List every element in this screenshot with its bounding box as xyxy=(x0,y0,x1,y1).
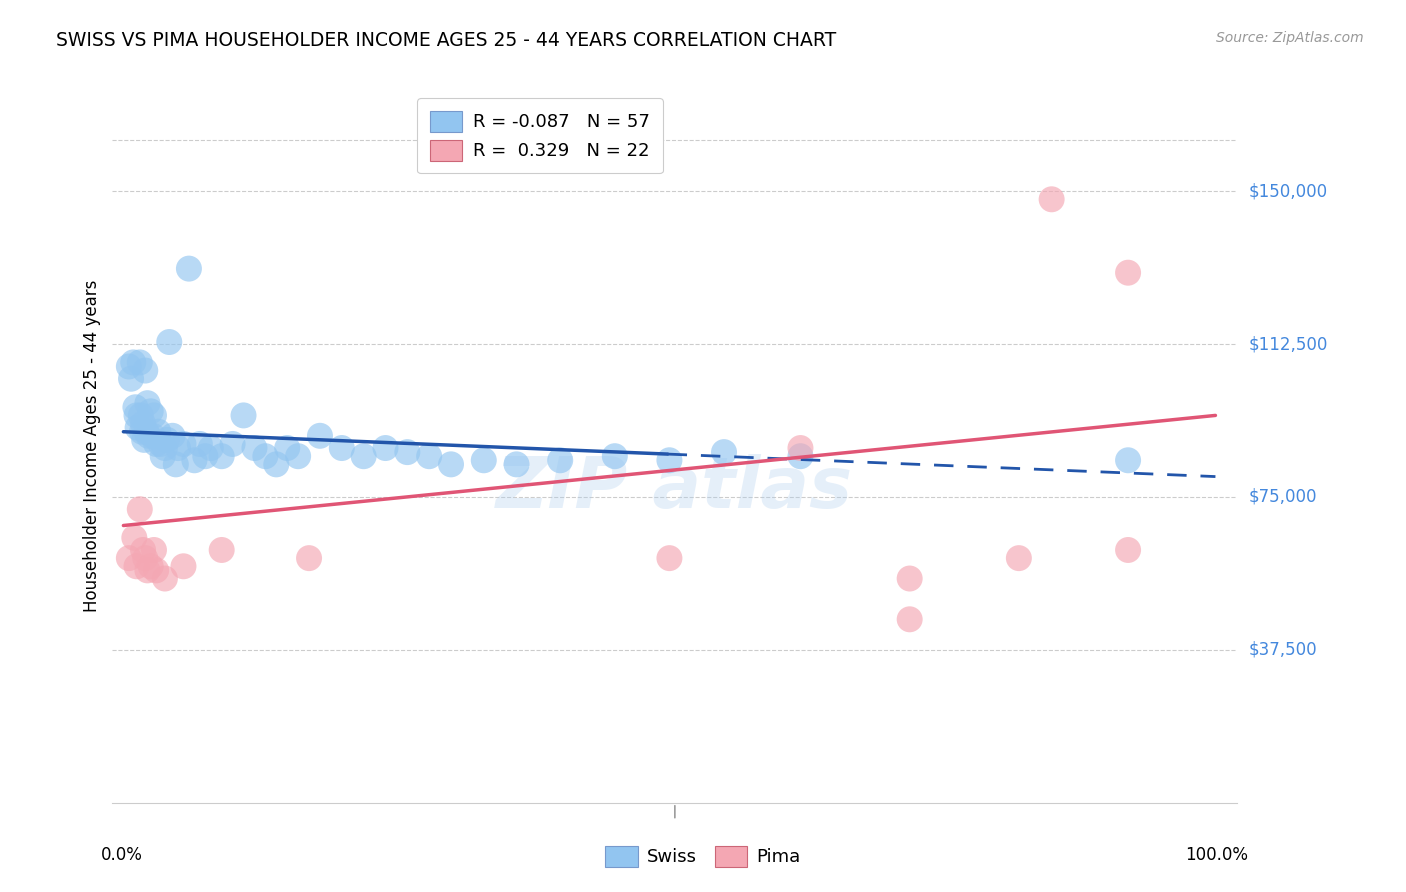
Point xyxy=(157,334,180,349)
Point xyxy=(153,572,176,586)
Point xyxy=(183,453,205,467)
Point xyxy=(211,449,233,463)
Point xyxy=(145,437,167,451)
Point xyxy=(134,433,156,447)
Point xyxy=(658,551,681,566)
Point xyxy=(142,429,165,443)
Point xyxy=(200,441,222,455)
Point xyxy=(298,551,321,566)
Point xyxy=(135,425,157,439)
Point xyxy=(353,449,375,463)
Point xyxy=(124,531,146,545)
Point xyxy=(177,261,200,276)
Point xyxy=(276,441,298,455)
Point xyxy=(172,437,194,451)
Point xyxy=(658,453,681,467)
Point xyxy=(472,453,495,467)
Point xyxy=(143,543,166,558)
Point xyxy=(221,437,243,451)
Point xyxy=(548,453,571,467)
Y-axis label: Householder Income Ages 25 - 44 years: Householder Income Ages 25 - 44 years xyxy=(83,280,101,612)
Point xyxy=(374,441,396,455)
Point xyxy=(134,363,156,377)
Point xyxy=(139,559,162,574)
Text: 0.0%: 0.0% xyxy=(101,846,143,863)
Point xyxy=(145,563,167,577)
Point xyxy=(153,441,176,455)
Point xyxy=(132,417,155,431)
Point xyxy=(132,543,155,558)
Point xyxy=(118,551,141,566)
Point xyxy=(232,409,254,423)
Point xyxy=(330,441,353,455)
Point xyxy=(127,420,149,434)
Point xyxy=(128,355,150,369)
Point xyxy=(211,543,233,558)
Point xyxy=(124,401,146,415)
Point xyxy=(440,458,463,472)
Point xyxy=(136,396,159,410)
Point xyxy=(603,449,626,463)
Point xyxy=(505,458,527,472)
Point xyxy=(1008,551,1031,566)
Point xyxy=(165,458,187,472)
Point xyxy=(125,559,148,574)
Point xyxy=(254,449,277,463)
Legend: R = -0.087   N = 57, R =  0.329   N = 22: R = -0.087 N = 57, R = 0.329 N = 22 xyxy=(418,98,662,173)
Legend: Swiss, Pima: Swiss, Pima xyxy=(598,838,808,874)
Point xyxy=(266,458,288,472)
Point xyxy=(167,441,190,455)
Point xyxy=(789,441,811,455)
Point xyxy=(162,429,184,443)
Point xyxy=(131,425,153,439)
Point xyxy=(418,449,440,463)
Point xyxy=(396,445,419,459)
Text: $112,500: $112,500 xyxy=(1249,335,1327,353)
Point xyxy=(713,445,735,459)
Text: $150,000: $150,000 xyxy=(1249,182,1327,200)
Point xyxy=(789,449,811,463)
Point xyxy=(139,404,162,418)
Point xyxy=(1040,192,1063,206)
Point xyxy=(1116,266,1139,280)
Point xyxy=(128,502,150,516)
Point xyxy=(156,433,179,447)
Point xyxy=(136,563,159,577)
Point xyxy=(1116,543,1139,558)
Point xyxy=(138,429,160,443)
Point xyxy=(152,449,174,463)
Point xyxy=(143,409,166,423)
Point xyxy=(898,572,921,586)
Point xyxy=(120,372,142,386)
Text: Source: ZipAtlas.com: Source: ZipAtlas.com xyxy=(1216,31,1364,45)
Point xyxy=(125,409,148,423)
Text: 100.0%: 100.0% xyxy=(1185,846,1249,863)
Point xyxy=(194,449,217,463)
Point xyxy=(243,441,266,455)
Point xyxy=(309,429,332,443)
Point xyxy=(287,449,309,463)
Text: $37,500: $37,500 xyxy=(1249,640,1317,659)
Point xyxy=(134,551,156,566)
Point xyxy=(129,409,152,423)
Point xyxy=(188,437,211,451)
Text: SWISS VS PIMA HOUSEHOLDER INCOME AGES 25 - 44 YEARS CORRELATION CHART: SWISS VS PIMA HOUSEHOLDER INCOME AGES 25… xyxy=(56,31,837,50)
Text: $75,000: $75,000 xyxy=(1249,488,1317,506)
Point xyxy=(148,425,170,439)
Point xyxy=(122,355,145,369)
Point xyxy=(149,437,172,451)
Point xyxy=(118,359,141,374)
Text: ZIP atlas: ZIP atlas xyxy=(496,454,853,524)
Point xyxy=(172,559,194,574)
Point xyxy=(898,612,921,626)
Point xyxy=(1116,453,1139,467)
